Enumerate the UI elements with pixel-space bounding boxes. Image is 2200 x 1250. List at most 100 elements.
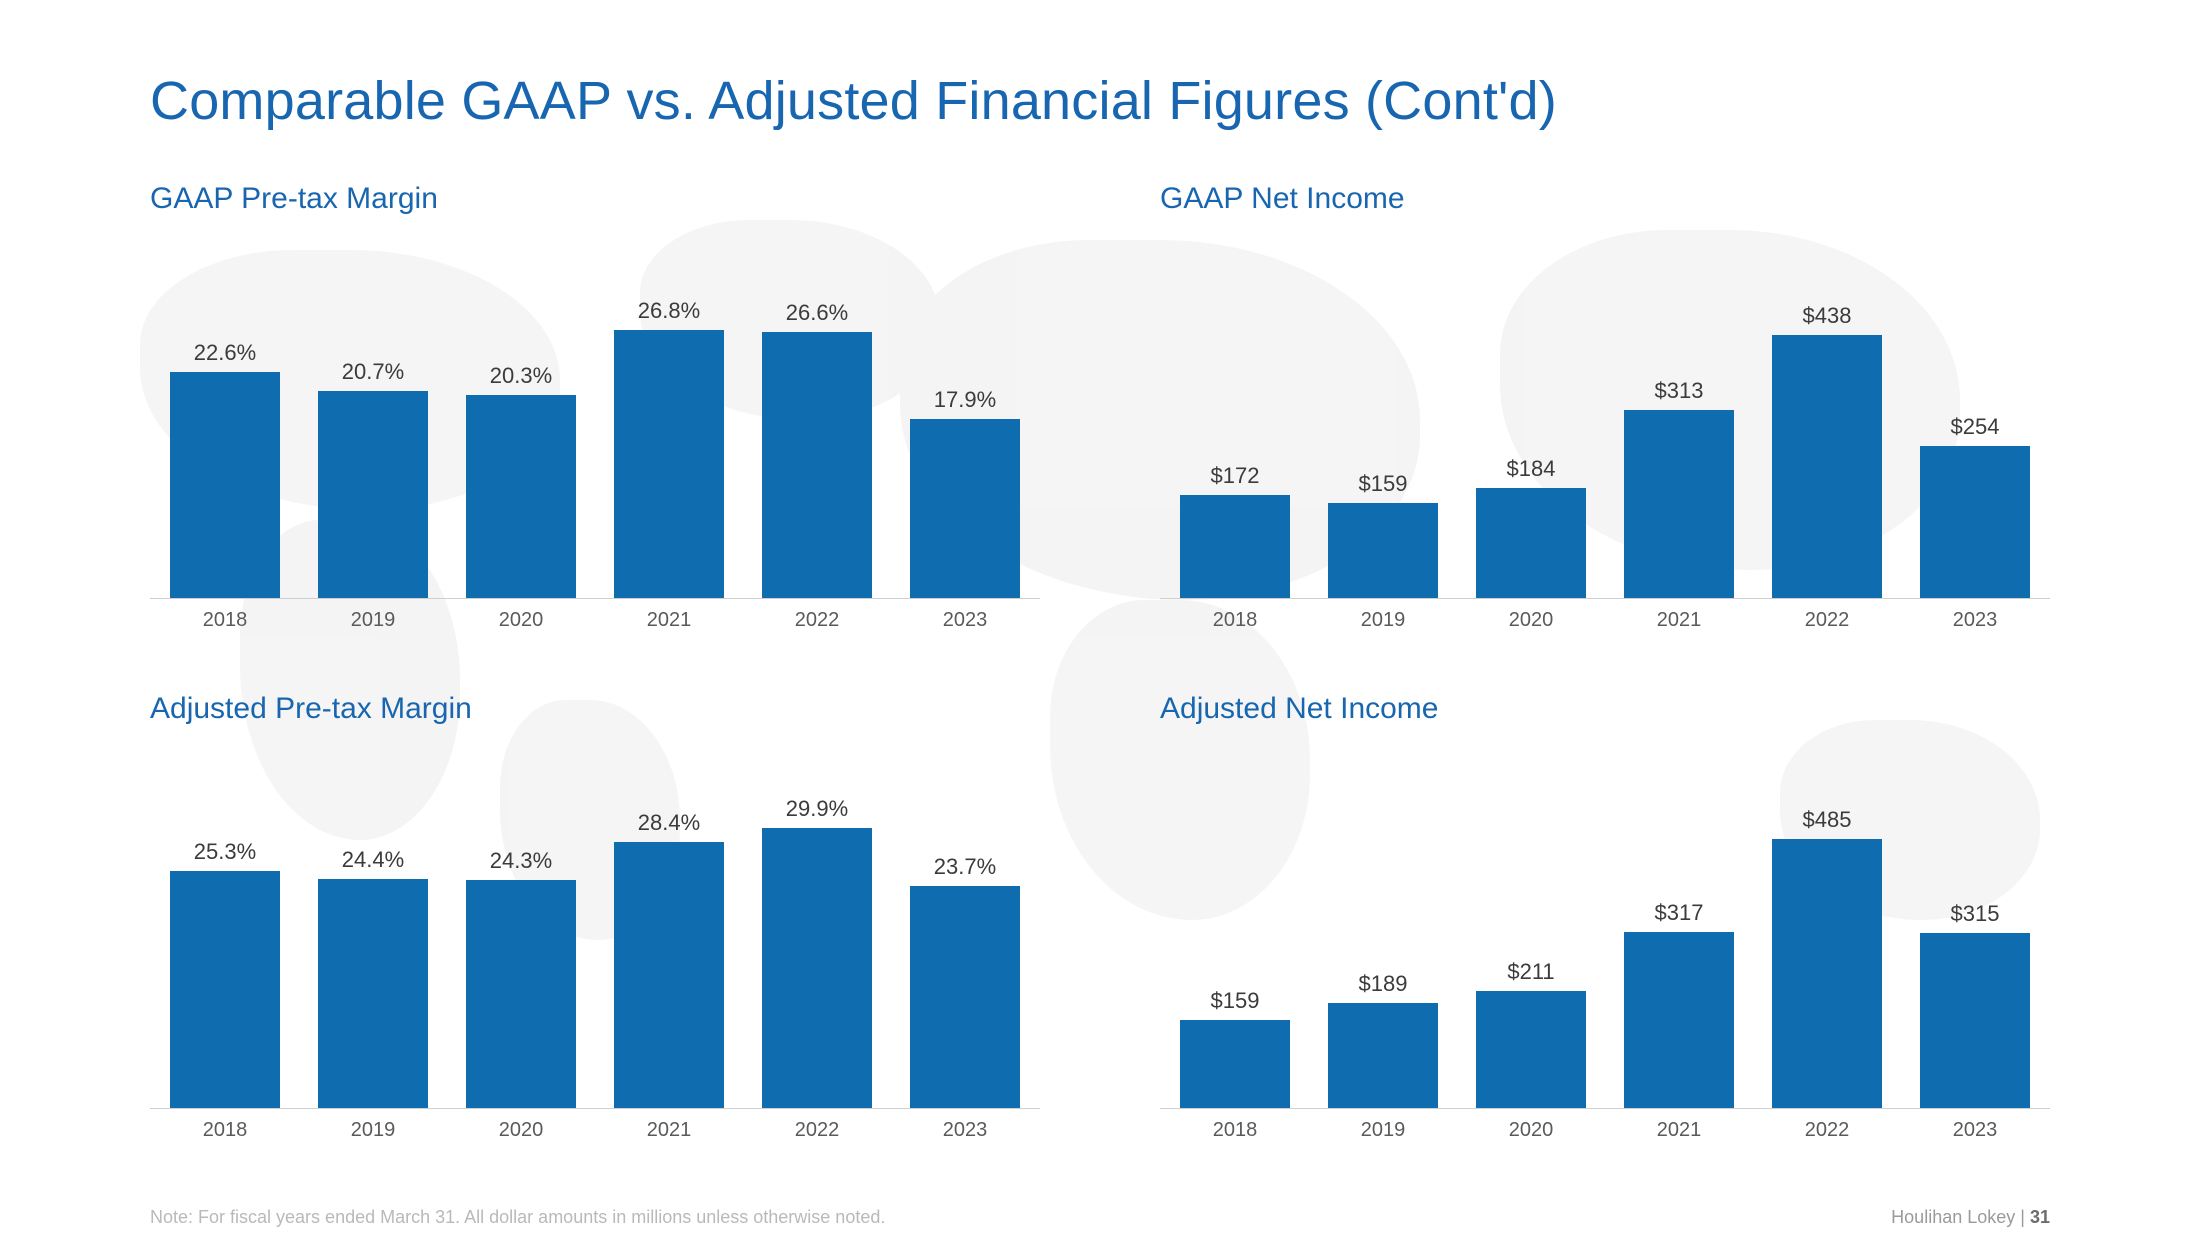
x-axis: 2018 2019 2020 2021 2022 2023 bbox=[1160, 1109, 2050, 1142]
bar bbox=[1328, 1003, 1437, 1108]
x-tick: 2018 bbox=[160, 609, 290, 632]
x-tick: 2018 bbox=[1170, 1119, 1300, 1142]
x-tick: 2019 bbox=[1318, 1119, 1448, 1142]
bar-slot: $317 bbox=[1614, 744, 1744, 1108]
bar-value-label: 22.6% bbox=[194, 340, 256, 366]
bar bbox=[1920, 933, 2029, 1108]
bar-slot: 24.3% bbox=[456, 744, 586, 1108]
bar-slot: 20.7% bbox=[308, 234, 438, 598]
bar-value-label: $485 bbox=[1803, 807, 1852, 833]
chart-title: Adjusted Pre-tax Margin bbox=[150, 692, 1040, 726]
x-tick: 2023 bbox=[1910, 609, 2040, 632]
bar bbox=[910, 886, 1019, 1108]
x-tick: 2020 bbox=[1466, 609, 1596, 632]
bar-slot: $485 bbox=[1762, 744, 1892, 1108]
bar bbox=[1920, 446, 2029, 598]
x-tick: 2020 bbox=[1466, 1119, 1596, 1142]
bar-value-label: $438 bbox=[1803, 303, 1852, 329]
chart-grid: GAAP Pre-tax Margin 22.6% 20.7% 20.3% 26.8% 2… bbox=[150, 182, 2050, 1142]
x-axis: 2018 2019 2020 2021 2022 2023 bbox=[150, 599, 1040, 632]
bar-value-label: 20.3% bbox=[490, 363, 552, 389]
bar-value-label: $189 bbox=[1359, 971, 1408, 997]
x-tick: 2019 bbox=[308, 609, 438, 632]
bar-value-label: $159 bbox=[1359, 471, 1408, 497]
bar-value-label: $317 bbox=[1655, 900, 1704, 926]
bar-value-label: 29.9% bbox=[786, 796, 848, 822]
x-tick: 2022 bbox=[1762, 609, 1892, 632]
x-tick: 2023 bbox=[900, 1119, 1030, 1142]
bar bbox=[170, 871, 279, 1108]
bar-value-label: 25.3% bbox=[194, 839, 256, 865]
bar bbox=[1180, 1020, 1289, 1108]
chart-plot-area: 22.6%20.7%20.3%26.8%26.6%17.9% bbox=[150, 234, 1040, 599]
x-tick: 2021 bbox=[1614, 1119, 1744, 1142]
bar-slot: 28.4% bbox=[604, 744, 734, 1108]
bar-slot: $159 bbox=[1170, 744, 1300, 1108]
bar-slot: $211 bbox=[1466, 744, 1596, 1108]
bar-value-label: 26.8% bbox=[638, 298, 700, 324]
bar bbox=[1180, 495, 1289, 598]
bar bbox=[170, 372, 279, 598]
bar-value-label: $313 bbox=[1655, 378, 1704, 404]
chart-panel-gaap_pretax_margin: GAAP Pre-tax Margin 22.6% 20.7% 20.3% 26.8% 2… bbox=[150, 182, 1040, 632]
bar-slot: $254 bbox=[1910, 234, 2040, 598]
bar bbox=[318, 391, 427, 598]
bar-slot: 20.3% bbox=[456, 234, 586, 598]
chart-title: GAAP Pre-tax Margin bbox=[150, 182, 1040, 216]
bar-value-label: $159 bbox=[1211, 988, 1260, 1014]
x-axis: 2018 2019 2020 2021 2022 2023 bbox=[1160, 599, 2050, 632]
chart-panel-gaap_net_income: GAAP Net Income$172$159$184$313$438$2542… bbox=[1160, 182, 2050, 632]
bar bbox=[318, 879, 427, 1108]
bar bbox=[1772, 839, 1881, 1108]
bar-slot: 23.7% bbox=[900, 744, 1030, 1108]
bar-value-label: $172 bbox=[1211, 463, 1260, 489]
x-tick: 2023 bbox=[900, 609, 1030, 632]
x-tick: 2018 bbox=[1170, 609, 1300, 632]
chart-plot-area: $172 $159 $184 $313 $438 $254 bbox=[1160, 234, 2050, 599]
x-axis: 201820192020202120222023 bbox=[150, 1109, 1040, 1142]
bar bbox=[762, 828, 871, 1108]
bar-slot: 29.9% bbox=[752, 744, 882, 1108]
footer: Note: For fiscal years ended March 31. A… bbox=[150, 1207, 2050, 1228]
bar bbox=[1772, 335, 1881, 598]
bar bbox=[466, 395, 575, 598]
bar-slot: 26.6% bbox=[752, 234, 882, 598]
bar-slot: $313 bbox=[1614, 234, 1744, 598]
bar-value-label: 23.7% bbox=[934, 854, 996, 880]
bar-value-label: 24.3% bbox=[490, 848, 552, 874]
bar-value-label: $184 bbox=[1507, 456, 1556, 482]
x-tick: 2022 bbox=[1762, 1119, 1892, 1142]
bar-value-label: $211 bbox=[1507, 959, 1554, 985]
bar bbox=[1624, 932, 1733, 1108]
bar-slot: 22.6% bbox=[160, 234, 290, 598]
bar bbox=[466, 880, 575, 1108]
x-tick: 2019 bbox=[308, 1119, 438, 1142]
x-tick: 2020 bbox=[456, 1119, 586, 1142]
bar bbox=[1624, 410, 1733, 598]
footer-brand: Houlihan Lokey bbox=[1891, 1207, 2015, 1227]
bar-slot: $438 bbox=[1762, 234, 1892, 598]
x-tick: 2022 bbox=[752, 609, 882, 632]
bar-slot: 26.8% bbox=[604, 234, 734, 598]
bar-slot: $184 bbox=[1466, 234, 1596, 598]
x-tick: 2023 bbox=[1910, 1119, 2040, 1142]
bar-slot: $189 bbox=[1318, 744, 1448, 1108]
bar-value-label: $254 bbox=[1951, 414, 2000, 440]
bar-slot: $159 bbox=[1318, 234, 1448, 598]
bar-value-label: $315 bbox=[1951, 901, 2000, 927]
x-tick: 2020 bbox=[456, 609, 586, 632]
bar bbox=[762, 332, 871, 598]
x-tick: 2021 bbox=[604, 609, 734, 632]
chart-plot-area: 25.3% 24.4% 24.3% 28.4% 29.9% 23.7% bbox=[150, 744, 1040, 1109]
bar-value-label: 24.4% bbox=[342, 847, 404, 873]
bar bbox=[1476, 488, 1585, 598]
chart-panel-adjusted_pretax_margin: Adjusted Pre-tax Margin 25.3% 24.4% 24.3% 28… bbox=[150, 692, 1040, 1142]
bar-slot: 24.4% bbox=[308, 744, 438, 1108]
bar-slot: 25.3% bbox=[160, 744, 290, 1108]
x-tick: 2021 bbox=[1614, 609, 1744, 632]
bar-slot: $172 bbox=[1170, 234, 1300, 598]
page-title: Comparable GAAP vs. Adjusted Financial F… bbox=[150, 70, 2050, 132]
bar bbox=[614, 330, 723, 598]
chart-plot-area: $159 $189 $211 $317 $485 $315 bbox=[1160, 744, 2050, 1109]
x-tick: 2019 bbox=[1318, 609, 1448, 632]
